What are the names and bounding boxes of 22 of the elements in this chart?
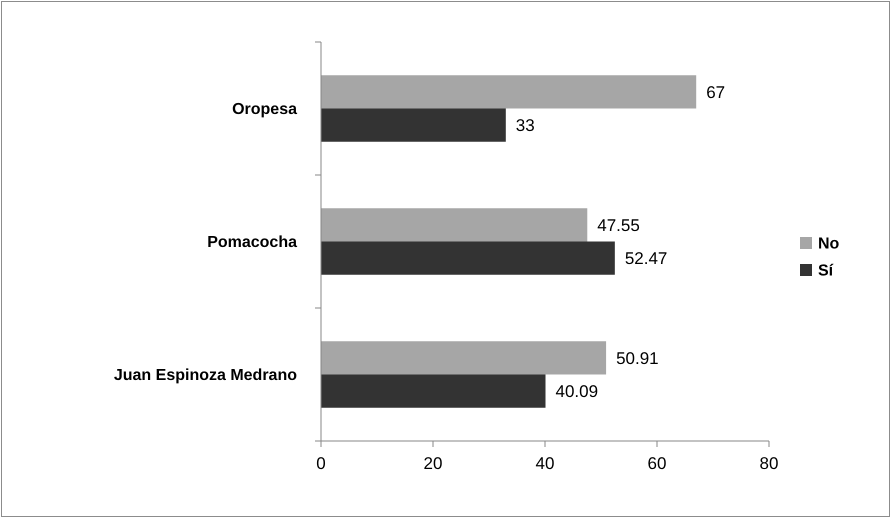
y-tick-label: Oropesa (232, 101, 298, 118)
bar (321, 75, 696, 108)
data-label: 33 (516, 116, 535, 136)
data-label: 47.55 (597, 216, 640, 235)
data-label: 50.91 (616, 348, 659, 368)
x-tick-label: 20 (424, 454, 442, 473)
legend-label: No (818, 236, 840, 253)
x-tick-label: 80 (760, 454, 778, 473)
legend-label: Sí (818, 262, 834, 280)
bar (321, 242, 615, 275)
bar (321, 208, 588, 242)
x-tick-label: 40 (536, 454, 554, 473)
y-tick-label: Pomacocha (207, 234, 298, 252)
x-tick-label: 60 (648, 454, 666, 473)
data-label: 40.09 (556, 382, 598, 402)
x-tick-label: 0 (316, 454, 326, 473)
bar (321, 374, 546, 408)
data-label: 67 (706, 82, 726, 102)
y-tick-label: Juan Espinoza Medrano (114, 367, 298, 384)
data-label: 52.47 (624, 249, 668, 268)
bar (321, 108, 506, 142)
bar (321, 341, 606, 374)
